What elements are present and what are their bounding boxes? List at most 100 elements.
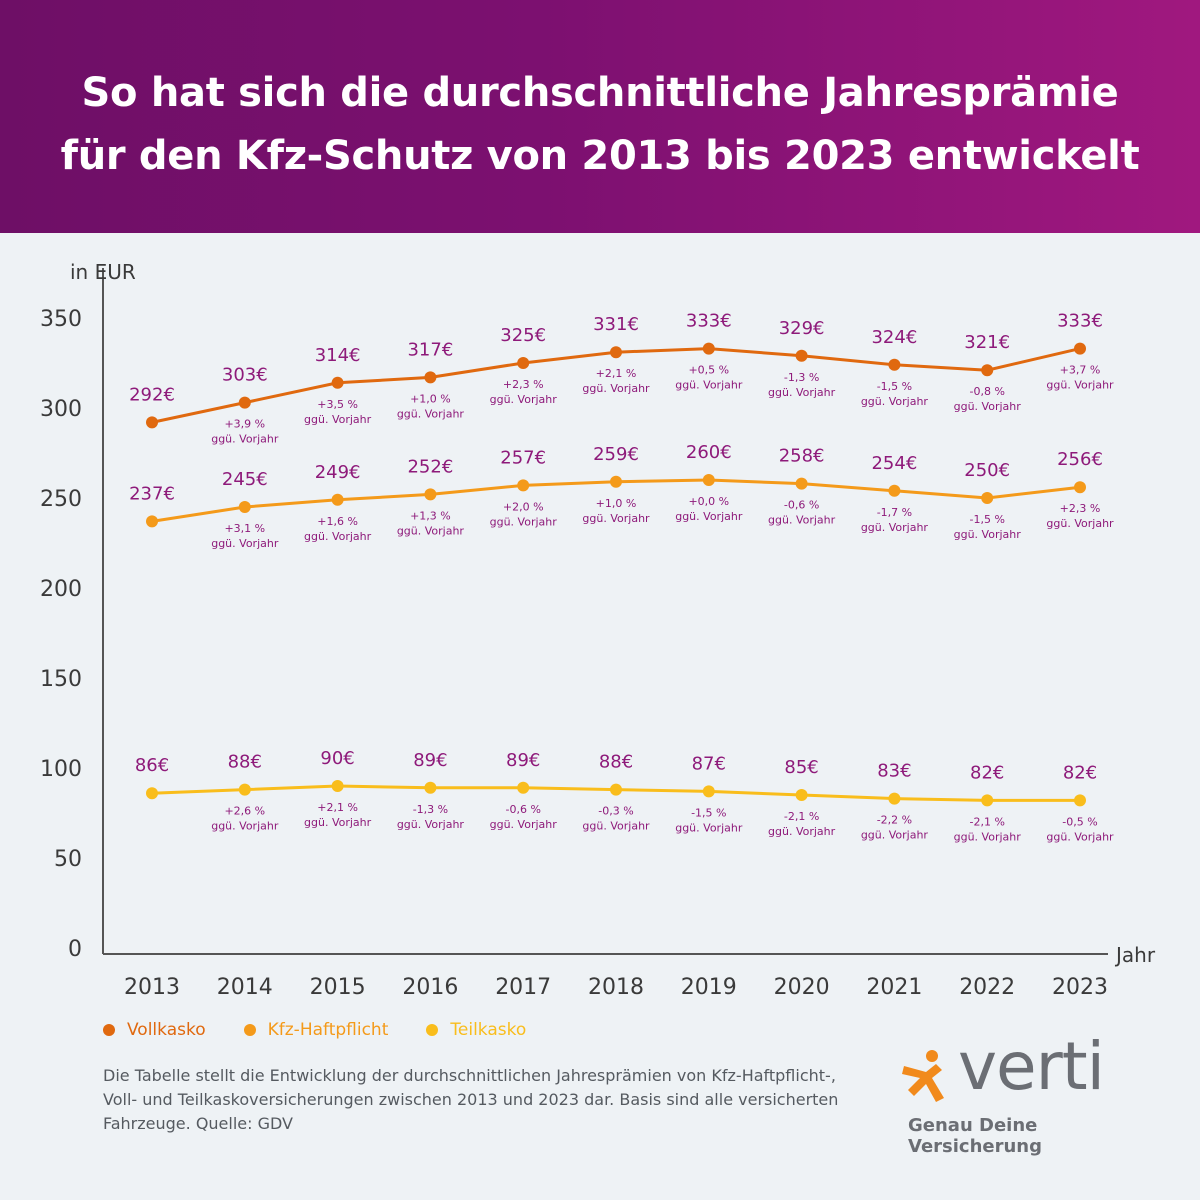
chart-title-line-2: für den Kfz-Schutz von 2013 bis 2023 ent… — [60, 133, 1140, 179]
change-label-kfz-haftpflicht: -1,5 % — [969, 513, 1004, 526]
data-label-vollkasko: 321€ — [964, 332, 1010, 353]
y-tick-label: 100 — [40, 757, 82, 782]
data-point-kfz-haftpflicht — [238, 501, 251, 513]
change-caption-teilkasko: ggü. Vorjahr — [675, 821, 743, 834]
data-point-kfz-haftpflicht — [517, 479, 530, 492]
change-label-kfz-haftpflicht: +2,0 % — [503, 500, 544, 513]
data-point-teilkasko — [517, 781, 530, 794]
line-chart: in EUR Jahr 0 50 100 150 200 250 300 350 2013 2014 2… — [40, 260, 1156, 1000]
change-caption-vollkasko: ggü. Vorjahr — [397, 407, 465, 420]
data-point-kfz-haftpflicht — [146, 515, 158, 528]
y-tick-label: 200 — [40, 577, 82, 602]
y-tick-label: 350 — [40, 307, 82, 332]
data-point-kfz-haftpflicht — [888, 484, 901, 497]
data-label-vollkasko: 333€ — [686, 311, 732, 332]
x-tick-label: 2014 — [217, 975, 273, 1000]
data-point-kfz-haftpflicht — [424, 488, 437, 501]
change-label-kfz-haftpflicht: +1,3 % — [410, 509, 451, 522]
change-label-vollkasko: +3,9 % — [224, 418, 265, 431]
data-point-kfz-haftpflicht — [1074, 481, 1086, 494]
data-label-teilkasko: 82€ — [1063, 762, 1097, 783]
legend-marker-kfz-haftpflicht — [243, 1024, 256, 1036]
data-point-teilkasko — [146, 787, 158, 800]
x-tick-label: 2020 — [774, 975, 830, 1000]
data-point-vollkasko — [795, 349, 808, 362]
change-label-teilkasko: -0,6 % — [505, 803, 540, 816]
y-tick-label: 250 — [40, 487, 82, 512]
data-label-kfz-haftpflicht: 237€ — [129, 483, 175, 504]
y-tick-label: 50 — [54, 847, 82, 872]
change-label-vollkasko: -1,5 % — [877, 380, 912, 393]
data-label-teilkasko: 89€ — [413, 750, 447, 771]
change-label-kfz-haftpflicht: +1,0 % — [596, 497, 637, 510]
change-label-kfz-haftpflicht: -0,6 % — [784, 499, 819, 512]
data-point-teilkasko — [610, 783, 622, 796]
data-point-teilkasko — [424, 781, 437, 794]
data-label-kfz-haftpflicht: 249€ — [315, 462, 361, 483]
data-point-teilkasko — [238, 783, 251, 796]
data-point-vollkasko — [424, 371, 437, 384]
data-label-vollkasko: 292€ — [129, 384, 175, 405]
change-label-kfz-haftpflicht: +0,0 % — [688, 495, 729, 508]
data-label-vollkasko: 325€ — [500, 325, 546, 346]
data-point-teilkasko — [702, 785, 715, 798]
change-caption-vollkasko: ggü. Vorjahr — [861, 395, 929, 408]
data-label-kfz-haftpflicht: 260€ — [686, 442, 732, 463]
legend-label-vollkasko: Vollkasko — [127, 1020, 206, 1040]
data-label-kfz-haftpflicht: 257€ — [500, 447, 546, 468]
change-caption-kfz-haftpflicht: ggü. Vorjahr — [490, 515, 558, 528]
x-axis-label: Jahr — [1114, 943, 1156, 967]
x-tick-label: 2018 — [588, 975, 644, 1000]
change-label-teilkasko: -2,1 % — [784, 810, 819, 823]
footnote: Die Tabelle stellt die Entwicklung der d… — [103, 1066, 839, 1133]
data-label-vollkasko: 303€ — [222, 365, 268, 386]
data-point-vollkasko — [888, 358, 901, 371]
change-label-teilkasko: -2,2 % — [877, 814, 912, 827]
change-caption-vollkasko: ggü. Vorjahr — [304, 413, 372, 426]
data-label-teilkasko: 89€ — [506, 750, 540, 771]
change-caption-kfz-haftpflicht: ggü. Vorjahr — [675, 510, 743, 523]
data-label-teilkasko: 88€ — [599, 752, 633, 773]
y-tick-label: 0 — [68, 937, 82, 962]
data-point-kfz-haftpflicht — [981, 492, 994, 504]
data-point-teilkasko — [795, 789, 808, 801]
data-point-teilkasko — [981, 794, 994, 807]
data-point-vollkasko — [238, 396, 251, 409]
change-label-vollkasko: -0,8 % — [969, 385, 1004, 398]
change-caption-kfz-haftpflicht: ggü. Vorjahr — [861, 521, 929, 534]
change-caption-vollkasko: ggü. Vorjahr — [768, 386, 836, 399]
data-label-teilkasko: 83€ — [877, 761, 911, 782]
change-caption-kfz-haftpflicht: ggü. Vorjahr — [954, 528, 1022, 541]
change-label-teilkasko: -0,3 % — [598, 805, 633, 818]
data-label-vollkasko: 317€ — [407, 339, 453, 360]
change-label-teilkasko: -0,5 % — [1062, 815, 1097, 828]
change-caption-teilkasko: ggü. Vorjahr — [582, 820, 650, 833]
data-label-vollkasko: 333€ — [1057, 311, 1103, 332]
data-point-vollkasko — [517, 357, 530, 369]
x-tick-label: 2017 — [495, 975, 551, 1000]
data-label-teilkasko: 88€ — [228, 752, 262, 773]
change-label-teilkasko: +2,1 % — [317, 801, 358, 814]
change-label-teilkasko: -2,1 % — [969, 815, 1004, 828]
legend-label-kfz-haftpflicht: Kfz-Haftpflicht — [267, 1020, 389, 1040]
data-label-kfz-haftpflicht: 259€ — [593, 444, 639, 465]
data-label-kfz-haftpflicht: 258€ — [779, 446, 825, 467]
data-point-kfz-haftpflicht — [610, 475, 622, 488]
change-label-kfz-haftpflicht: -1,7 % — [877, 506, 912, 519]
change-caption-teilkasko: ggü. Vorjahr — [1046, 830, 1114, 843]
change-caption-teilkasko: ggü. Vorjahr — [768, 825, 836, 838]
data-point-teilkasko — [331, 780, 344, 792]
data-point-teilkasko — [888, 792, 901, 805]
change-label-vollkasko: +2,3 % — [503, 378, 544, 391]
x-tick-label: 2016 — [402, 975, 458, 1000]
change-caption-vollkasko: ggü. Vorjahr — [211, 433, 279, 446]
change-caption-kfz-haftpflicht: ggü. Vorjahr — [768, 514, 836, 527]
x-tick-label: 2019 — [681, 975, 737, 1000]
x-tick-label: 2022 — [959, 975, 1015, 1000]
change-caption-teilkasko: ggü. Vorjahr — [490, 818, 558, 831]
change-caption-teilkasko: ggü. Vorjahr — [861, 829, 929, 842]
change-caption-vollkasko: ggü. Vorjahr — [1046, 379, 1114, 392]
data-point-vollkasko — [702, 342, 715, 355]
chart-title-line-1: So hat sich die durchschnittliche Jahres… — [81, 70, 1119, 116]
star-person-icon — [902, 1050, 944, 1102]
